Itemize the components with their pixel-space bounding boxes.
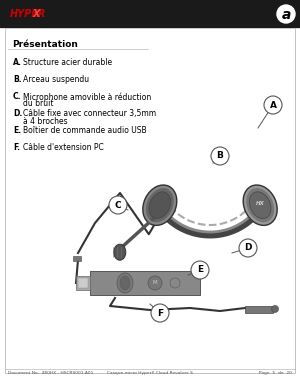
- Text: Boîtier de commande audio USB: Boîtier de commande audio USB: [23, 126, 147, 135]
- Circle shape: [170, 278, 180, 288]
- Text: C.: C.: [13, 92, 22, 101]
- Text: M: M: [153, 281, 157, 286]
- Bar: [245, 306, 273, 313]
- Text: A: A: [269, 100, 277, 109]
- Ellipse shape: [249, 192, 271, 218]
- Text: F: F: [157, 308, 163, 317]
- Circle shape: [151, 304, 169, 322]
- Bar: [76, 276, 90, 290]
- Circle shape: [191, 261, 209, 279]
- Ellipse shape: [149, 192, 171, 218]
- Ellipse shape: [117, 273, 133, 293]
- Circle shape: [272, 305, 278, 312]
- Text: Document No.  480HX - HSCRS001.A01: Document No. 480HX - HSCRS001.A01: [8, 371, 93, 375]
- Text: B: B: [217, 151, 224, 161]
- Bar: [0, 0, 300, 28]
- Ellipse shape: [143, 185, 177, 225]
- Text: X: X: [33, 9, 40, 19]
- Bar: [5, 28, 295, 373]
- Text: Page  5  de  20: Page 5 de 20: [259, 371, 292, 375]
- Text: Arceau suspendu: Arceau suspendu: [23, 75, 89, 84]
- Circle shape: [264, 96, 282, 114]
- Text: B.: B.: [13, 75, 22, 84]
- Text: E.: E.: [13, 126, 21, 135]
- Circle shape: [109, 196, 127, 214]
- Circle shape: [239, 239, 257, 257]
- Text: A.: A.: [13, 58, 22, 67]
- Text: Câble fixe avec connecteur 3,5mm: Câble fixe avec connecteur 3,5mm: [23, 109, 156, 118]
- Text: Microphone amovible à réduction: Microphone amovible à réduction: [23, 92, 151, 102]
- Bar: [78, 278, 88, 288]
- Text: a: a: [281, 8, 291, 22]
- Ellipse shape: [114, 244, 126, 260]
- Text: D.: D.: [13, 109, 22, 118]
- Bar: [73, 256, 81, 261]
- Text: HYPER: HYPER: [10, 9, 46, 19]
- Text: C: C: [115, 201, 121, 210]
- Circle shape: [148, 276, 162, 290]
- Text: du bruit: du bruit: [23, 99, 53, 109]
- Text: Structure acier durable: Structure acier durable: [23, 58, 112, 67]
- Text: Casque-micro HyperX Cloud Revolver S: Casque-micro HyperX Cloud Revolver S: [107, 371, 193, 375]
- Ellipse shape: [243, 185, 277, 225]
- Ellipse shape: [120, 276, 130, 290]
- Circle shape: [277, 5, 295, 23]
- Bar: [90, 271, 200, 295]
- Text: E: E: [197, 265, 203, 274]
- Text: HX: HX: [256, 201, 265, 206]
- Text: Présentation: Présentation: [12, 40, 78, 49]
- Circle shape: [211, 147, 229, 165]
- Text: Câble d'extension PC: Câble d'extension PC: [23, 143, 104, 152]
- Text: D: D: [244, 244, 252, 253]
- Text: à 4 broches: à 4 broches: [23, 116, 68, 125]
- Text: F.: F.: [13, 143, 20, 152]
